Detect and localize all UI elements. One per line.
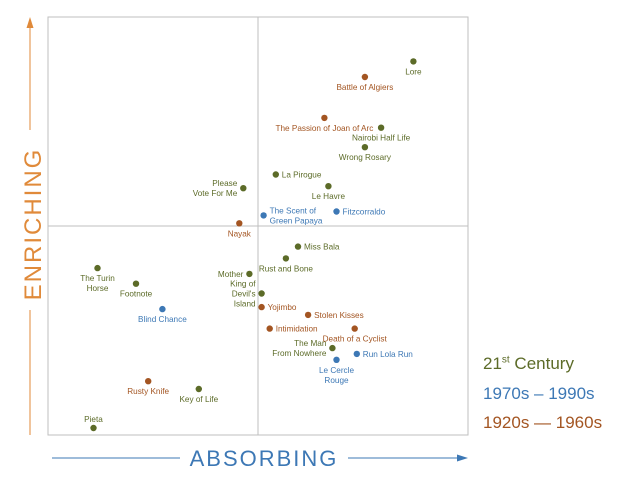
- label-la-pirogue: La Pirogue: [282, 171, 322, 180]
- label-intimidation: Intimidation: [276, 325, 318, 334]
- legend-21st-suffix: st: [501, 354, 510, 366]
- x-axis-arrowhead: [457, 454, 468, 462]
- point-blind-chance: [159, 305, 166, 313]
- point-fitzcorraldo: [333, 208, 340, 215]
- label-blind-chance: Blind Chance: [138, 315, 187, 324]
- point-death-of-a-cyclist: [351, 325, 358, 332]
- label-run-lola-run: Run Lola Run: [363, 350, 414, 359]
- label-nairobi-half-life: Nairobi Half Life: [352, 134, 411, 143]
- legend-21st-number: 21: [483, 354, 502, 373]
- point-the-scent-of-green-papaya: [260, 212, 267, 219]
- label-king-of-devil-s-island: King of Devil's Island: [230, 280, 256, 309]
- point-lore: [410, 58, 417, 65]
- point-run-lola-run: [353, 350, 360, 358]
- label-miss-bala: Miss Bala: [304, 243, 340, 252]
- label-le-havre: Le Havre: [312, 192, 346, 201]
- label-wrong-rosary: Wrong Rosary: [339, 153, 392, 162]
- point-miss-bala: [294, 243, 302, 250]
- point-la-pirogue: [272, 171, 279, 178]
- point-please-vote-for-me: [240, 185, 247, 192]
- label-footnote: Footnote: [120, 290, 153, 299]
- legend-1920s-1960s: 1920s — 1960s: [483, 413, 603, 432]
- label-the-man-from-nowhere: The Man From Nowhere: [272, 339, 327, 358]
- point-le-havre: [325, 183, 332, 190]
- point-wrong-rosary: [361, 144, 369, 151]
- label-battle-of-algiers: Battle of Algiers: [336, 83, 393, 92]
- label-rust-and-bone: Rust and Bone: [259, 264, 314, 273]
- data-points: Lore Battle of Algiers The Passion of Joan…: [80, 58, 422, 432]
- point-king-of-devil-s-island: [258, 290, 265, 297]
- label-rusty-knife: Rusty Knife: [127, 387, 169, 396]
- point-nairobi-half-life: [377, 124, 385, 131]
- point-the-man-from-nowhere: [329, 344, 336, 352]
- legend-21st-rest: Century: [509, 354, 574, 373]
- x-axis-title: ABSORBING: [190, 446, 339, 471]
- label-please-vote-for-me: Please Vote For Me: [193, 179, 238, 198]
- label-fitzcorraldo: Fitzcorraldo: [343, 208, 386, 217]
- label-pieta: Pieta: [84, 415, 103, 424]
- label-stolen-kisses: Stolen Kisses: [314, 311, 364, 320]
- label-lore: Lore: [405, 67, 422, 76]
- label-le-cercle-rouge: Le Cercle Rouge: [319, 366, 354, 385]
- label-key-of-life: Key of Life: [179, 395, 218, 404]
- point-rusty-knife: [145, 378, 152, 385]
- y-axis-title: ENRICHING: [20, 148, 47, 301]
- point-battle-of-algiers: [361, 73, 369, 81]
- point-the-passion-of-joan-of-arc: [321, 114, 328, 122]
- point-mother: [246, 270, 253, 278]
- label-death-of-a-cyclist: Death of a Cyclist: [323, 335, 388, 344]
- point-footnote: [132, 280, 140, 287]
- point-key-of-life: [195, 385, 202, 393]
- point-yojimbo: [258, 303, 265, 311]
- label-yojimbo: Yojimbo: [268, 303, 297, 312]
- point-le-cercle-rouge: [333, 356, 340, 363]
- point-rust-and-bone: [282, 255, 290, 262]
- y-axis-arrowhead: [26, 17, 34, 28]
- point-nayak: [236, 220, 243, 227]
- label-nayak: Nayak: [228, 229, 252, 238]
- label-the-passion-of-joan-of-arc: The Passion of Joan of Arc: [275, 124, 373, 133]
- point-intimidation: [266, 325, 273, 332]
- point-stolen-kisses: [304, 311, 312, 319]
- legend-1970s-1990s: 1970s – 1990s: [483, 384, 595, 403]
- label-the-scent-of-green-papaya: The Scent of Green Papaya: [270, 206, 323, 225]
- point-pieta: [90, 424, 97, 432]
- point-the-turin-horse: [94, 264, 101, 272]
- label-mother: Mother: [218, 270, 244, 279]
- legend-21st-century: 21st Century: [483, 354, 574, 374]
- label-the-turin-horse: The Turin Horse: [80, 274, 115, 293]
